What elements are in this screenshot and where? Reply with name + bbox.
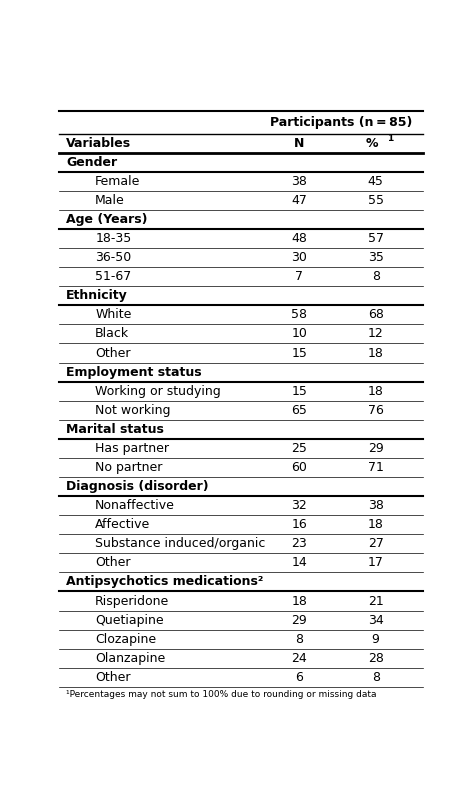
Text: 28: 28 <box>368 652 384 665</box>
Text: Not working: Not working <box>95 404 171 417</box>
Text: 24: 24 <box>291 652 307 665</box>
Text: 76: 76 <box>368 404 384 417</box>
Text: White: White <box>95 308 132 322</box>
Text: Black: Black <box>95 327 129 341</box>
Text: Olanzapine: Olanzapine <box>95 652 165 665</box>
Text: Age (Years): Age (Years) <box>66 213 148 226</box>
Text: %: % <box>366 137 378 150</box>
Text: 47: 47 <box>291 194 307 207</box>
Text: Other: Other <box>95 671 131 684</box>
Text: 36-50: 36-50 <box>95 251 132 264</box>
Text: Substance induced/organic: Substance induced/organic <box>95 538 266 550</box>
Text: 10: 10 <box>291 327 307 341</box>
Text: 65: 65 <box>291 404 307 417</box>
Text: Other: Other <box>95 556 131 570</box>
Text: 38: 38 <box>368 499 384 512</box>
Text: 18: 18 <box>368 385 384 398</box>
Text: Participants (n = 85): Participants (n = 85) <box>270 116 412 129</box>
Text: 35: 35 <box>368 251 384 264</box>
Text: Risperidone: Risperidone <box>95 594 169 607</box>
Text: ¹Percentages may not sum to 100% due to rounding or missing data: ¹Percentages may not sum to 100% due to … <box>66 690 376 699</box>
Text: 45: 45 <box>368 175 384 188</box>
Text: 71: 71 <box>368 461 384 474</box>
Text: Other: Other <box>95 346 131 359</box>
Text: 15: 15 <box>291 385 307 398</box>
Text: Quetiapine: Quetiapine <box>95 614 164 626</box>
Text: Clozapine: Clozapine <box>95 633 157 646</box>
Text: 60: 60 <box>291 461 307 474</box>
Text: 38: 38 <box>291 175 307 188</box>
Text: 34: 34 <box>368 614 384 626</box>
Text: 58: 58 <box>291 308 307 322</box>
Text: 18: 18 <box>291 594 307 607</box>
Text: 16: 16 <box>291 518 307 531</box>
Text: Marital status: Marital status <box>66 423 164 436</box>
Text: 1: 1 <box>386 134 393 142</box>
Text: Male: Male <box>95 194 125 207</box>
Text: Diagnosis (disorder): Diagnosis (disorder) <box>66 480 209 493</box>
Text: Has partner: Has partner <box>95 442 169 455</box>
Text: 18-35: 18-35 <box>95 232 132 245</box>
Text: 8: 8 <box>295 633 303 646</box>
Text: Gender: Gender <box>66 156 117 169</box>
Text: 18: 18 <box>368 346 384 359</box>
Text: 7: 7 <box>295 270 303 283</box>
Text: 15: 15 <box>291 346 307 359</box>
Text: 8: 8 <box>372 270 380 283</box>
Text: 68: 68 <box>368 308 384 322</box>
Text: 29: 29 <box>368 442 384 455</box>
Text: No partner: No partner <box>95 461 163 474</box>
Text: 17: 17 <box>368 556 384 570</box>
Text: 51-67: 51-67 <box>95 270 132 283</box>
Text: Nonaffective: Nonaffective <box>95 499 175 512</box>
Text: 29: 29 <box>291 614 307 626</box>
Text: Affective: Affective <box>95 518 150 531</box>
Text: 12: 12 <box>368 327 384 341</box>
Text: Working or studying: Working or studying <box>95 385 221 398</box>
Text: Antipsychotics medications²: Antipsychotics medications² <box>66 575 263 589</box>
Text: 55: 55 <box>368 194 384 207</box>
Text: 23: 23 <box>291 538 307 550</box>
Text: 8: 8 <box>372 671 380 684</box>
Text: N: N <box>294 137 305 150</box>
Text: 9: 9 <box>372 633 380 646</box>
Text: 25: 25 <box>291 442 307 455</box>
Text: 18: 18 <box>368 518 384 531</box>
Text: Ethnicity: Ethnicity <box>66 290 128 302</box>
Text: Female: Female <box>95 175 141 188</box>
Text: 57: 57 <box>368 232 384 245</box>
Text: 48: 48 <box>291 232 307 245</box>
Text: 30: 30 <box>291 251 307 264</box>
Text: 32: 32 <box>291 499 307 512</box>
Text: Variables: Variables <box>66 137 131 150</box>
Text: 27: 27 <box>368 538 384 550</box>
Text: 14: 14 <box>291 556 307 570</box>
Text: Employment status: Employment status <box>66 366 202 378</box>
Text: 6: 6 <box>295 671 303 684</box>
Text: 21: 21 <box>368 594 384 607</box>
